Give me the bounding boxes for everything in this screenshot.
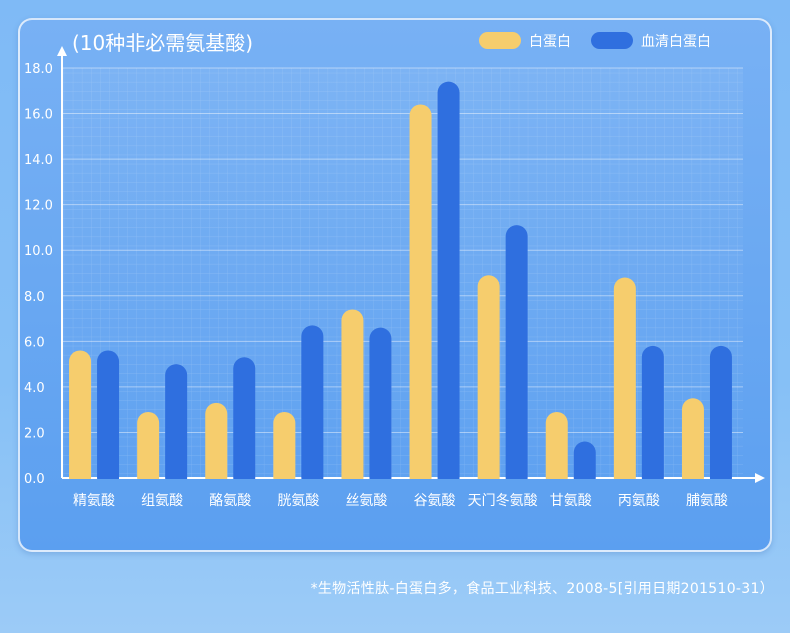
y-tick-label: 0.0 [24, 472, 45, 487]
bar-albumin [545, 411, 568, 489]
x-tick-label: 甘氨酸 [550, 493, 592, 509]
chart-title: (10种非必需氨基酸) [72, 31, 253, 55]
y-tick-label: 14.0 [24, 153, 53, 168]
y-tick-label: 8.0 [24, 290, 45, 305]
x-tick-label: 丝氨酸 [345, 493, 387, 509]
chart-legend: 白蛋白 血清白蛋白 [479, 32, 711, 50]
bar-serum-albumin [165, 364, 188, 489]
chart-grid [62, 67, 743, 478]
x-tick-label: 丙氨酸 [618, 493, 660, 509]
bar-serum-albumin [641, 345, 664, 489]
grid-fade [62, 68, 743, 478]
x-tick-label: 谷氨酸 [414, 493, 456, 509]
legend-swatch-serum-albumin [591, 32, 633, 49]
bar-serum-albumin [369, 327, 392, 489]
x-tick-label: 酪氨酸 [209, 493, 251, 509]
bar-serum-albumin [573, 441, 596, 489]
x-tick-label: 组氨酸 [141, 493, 183, 509]
x-axis-arrow [755, 473, 765, 483]
chart-labels: 0.0 2.0 4.0 6.0 8.0 10.0 12.0 14.0 16.0 18.0 精氨酸 组氨… [24, 62, 728, 509]
bar-serum-albumin [233, 357, 256, 489]
x-tick-label: 精氨酸 [73, 493, 115, 509]
y-tick-label: 12.0 [24, 199, 53, 214]
bar-albumin [205, 402, 228, 489]
bar-albumin [137, 411, 160, 489]
y-tick-label: 18.0 [24, 62, 53, 77]
bar-albumin [69, 350, 92, 489]
x-tick-label: 胱氨酸 [277, 493, 319, 509]
bar-albumin [409, 104, 432, 489]
x-tick-label: 天门冬氨酸 [468, 493, 538, 509]
y-tick-label: 16.0 [24, 108, 53, 123]
bar-albumin [613, 277, 636, 489]
x-tick-label: 脯氨酸 [686, 493, 728, 509]
bar-albumin [477, 275, 500, 489]
bar-serum-albumin [97, 350, 120, 489]
legend-label-albumin: 白蛋白 [529, 34, 571, 50]
y-tick-label: 4.0 [24, 381, 45, 396]
y-axis-arrow [57, 46, 67, 56]
legend-label-serum-albumin: 血清白蛋白 [641, 34, 711, 50]
chart-bars [63, 81, 755, 491]
bar-serum-albumin [301, 325, 324, 489]
y-tick-label: 2.0 [24, 426, 45, 441]
bar-serum-albumin [709, 345, 732, 489]
bar-albumin [681, 398, 704, 489]
source-footnote: *生物活性肽-白蛋白多，食品工业科技、2008-5[引用日期201510-31） [310, 581, 774, 597]
bar-serum-albumin [437, 81, 460, 490]
y-tick-label: 6.0 [24, 335, 45, 350]
y-tick-label: 10.0 [24, 244, 53, 259]
bar-albumin [341, 309, 364, 489]
legend-swatch-albumin [479, 32, 521, 49]
bar-serum-albumin [505, 225, 528, 489]
bar-albumin [273, 411, 296, 489]
axis-mask [63, 479, 755, 491]
